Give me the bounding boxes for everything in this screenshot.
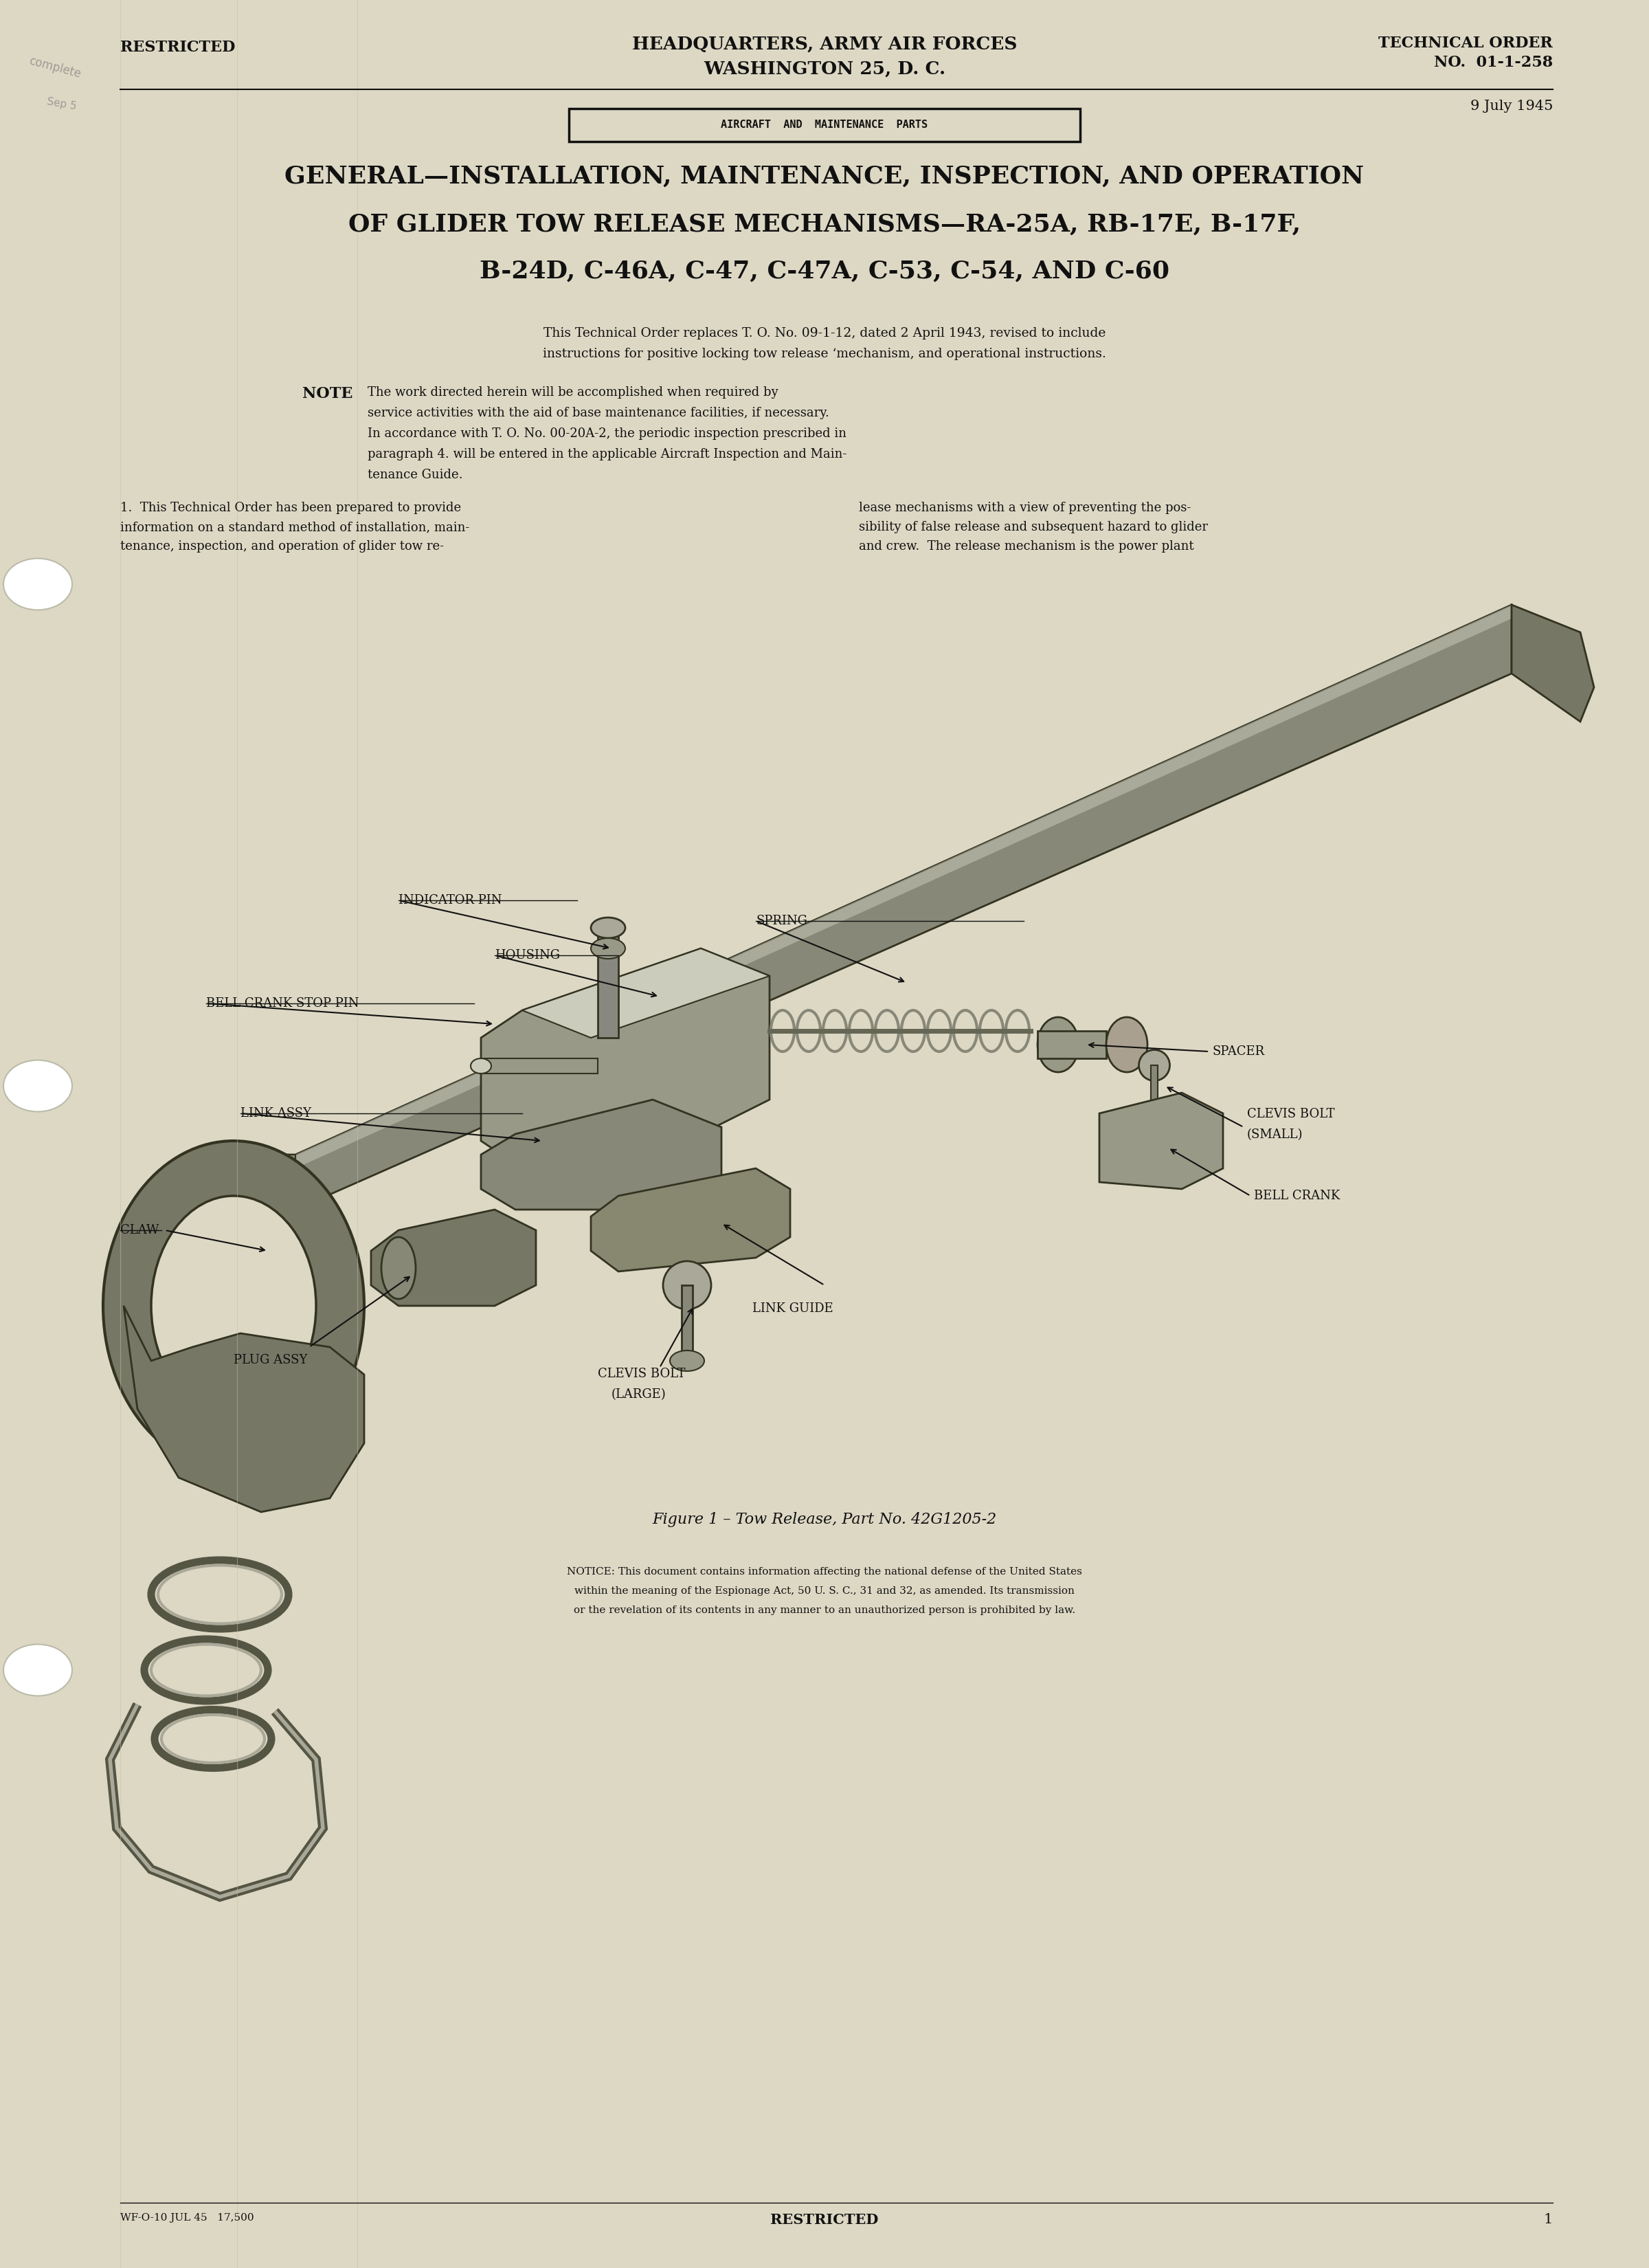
Bar — [681, 1286, 693, 1361]
Text: HOUSING: HOUSING — [495, 948, 561, 962]
Ellipse shape — [3, 1059, 73, 1111]
Text: SPACER: SPACER — [1212, 1046, 1265, 1057]
Polygon shape — [124, 1306, 364, 1513]
Text: information on a standard method of installation, main-: information on a standard method of inst… — [120, 522, 470, 533]
Ellipse shape — [1139, 1050, 1169, 1082]
Bar — [1037, 1032, 1106, 1059]
Text: sibility of false release and subsequent hazard to glider: sibility of false release and subsequent… — [859, 522, 1207, 533]
Polygon shape — [482, 1100, 722, 1209]
Text: Sep 5: Sep 5 — [46, 95, 78, 111]
Ellipse shape — [470, 1059, 491, 1073]
Text: INDICATOR PIN: INDICATOR PIN — [399, 894, 501, 907]
Text: CLAW: CLAW — [120, 1225, 158, 1236]
Bar — [482, 1059, 599, 1073]
Ellipse shape — [1037, 1016, 1078, 1073]
Text: 1.  This Technical Order has been prepared to provide: 1. This Technical Order has been prepare… — [120, 501, 462, 515]
Text: In accordance with T. O. No. 00-20A-2, the periodic inspection prescribed in: In accordance with T. O. No. 00-20A-2, t… — [368, 426, 846, 440]
Text: LINK GUIDE: LINK GUIDE — [752, 1302, 833, 1315]
Text: Figure 1 – Tow Release, Part No. 42G1205-2: Figure 1 – Tow Release, Part No. 42G1205… — [653, 1513, 996, 1526]
Text: tenance Guide.: tenance Guide. — [368, 469, 463, 481]
Text: or the revelation of its contents in any manner to an unauthorized person is pro: or the revelation of its contents in any… — [574, 1606, 1075, 1615]
Text: NOTE: NOTE — [302, 386, 353, 401]
Polygon shape — [261, 606, 1512, 1222]
Text: GENERAL—INSTALLATION, MAINTENANCE, INSPECTION, AND OPERATION: GENERAL—INSTALLATION, MAINTENANCE, INSPE… — [285, 166, 1364, 188]
Text: WASHINGTON 25, D. C.: WASHINGTON 25, D. C. — [704, 61, 945, 77]
Text: CLEVIS BOLT: CLEVIS BOLT — [599, 1368, 686, 1379]
Text: 1: 1 — [1543, 2214, 1553, 2227]
Ellipse shape — [3, 1644, 73, 1696]
Text: BELL CRANK STOP PIN: BELL CRANK STOP PIN — [206, 998, 359, 1009]
Polygon shape — [178, 1154, 295, 1236]
Text: tenance, inspection, and operation of glider tow re-: tenance, inspection, and operation of gl… — [120, 540, 444, 553]
Text: RESTRICTED: RESTRICTED — [120, 41, 236, 54]
Ellipse shape — [590, 939, 625, 959]
Text: 9 July 1945: 9 July 1945 — [1471, 100, 1553, 113]
Text: (SMALL): (SMALL) — [1247, 1129, 1303, 1141]
Ellipse shape — [1106, 1016, 1148, 1073]
Text: instructions for positive locking tow release ‘mechanism, and operational instru: instructions for positive locking tow re… — [543, 347, 1106, 361]
Text: The work directed herein will be accomplished when required by: The work directed herein will be accompl… — [368, 386, 778, 399]
Text: LINK ASSY: LINK ASSY — [241, 1107, 312, 1120]
Polygon shape — [482, 948, 770, 1168]
Text: NO.  01-1-258: NO. 01-1-258 — [1433, 54, 1553, 70]
Text: within the meaning of the Espionage Act, 50 U. S. C., 31 and 32, as amended. Its: within the meaning of the Espionage Act,… — [574, 1585, 1075, 1597]
Ellipse shape — [152, 1195, 317, 1415]
Text: This Technical Order replaces T. O. No. 09-1-12, dated 2 April 1943, revised to : This Technical Order replaces T. O. No. … — [544, 327, 1105, 340]
Polygon shape — [1100, 1093, 1224, 1188]
Text: WF-O-10 JUL 45   17,500: WF-O-10 JUL 45 17,500 — [120, 2214, 254, 2223]
Ellipse shape — [381, 1236, 416, 1300]
Text: OF GLIDER TOW RELEASE MECHANISMS—RA-25A, RB-17E, B-17F,: OF GLIDER TOW RELEASE MECHANISMS—RA-25A,… — [348, 213, 1301, 236]
Text: SPRING: SPRING — [755, 914, 808, 928]
Ellipse shape — [669, 1349, 704, 1372]
Text: TECHNICAL ORDER: TECHNICAL ORDER — [1379, 36, 1553, 50]
Text: (LARGE): (LARGE) — [612, 1388, 666, 1402]
Text: AIRCRAFT  AND  MAINTENANCE  PARTS: AIRCRAFT AND MAINTENANCE PARTS — [721, 120, 928, 129]
Ellipse shape — [3, 558, 73, 610]
Text: and crew.  The release mechanism is the power plant: and crew. The release mechanism is the p… — [859, 540, 1194, 553]
Polygon shape — [371, 1209, 536, 1306]
Bar — [1151, 1066, 1158, 1120]
Ellipse shape — [590, 919, 625, 939]
Text: complete: complete — [28, 54, 82, 82]
Polygon shape — [295, 606, 1512, 1168]
Text: CLEVIS BOLT: CLEVIS BOLT — [1247, 1107, 1334, 1120]
Text: B-24D, C-46A, C-47, C-47A, C-53, C-54, AND C-60: B-24D, C-46A, C-47, C-47A, C-53, C-54, A… — [480, 261, 1169, 284]
Text: HEADQUARTERS, ARMY AIR FORCES: HEADQUARTERS, ARMY AIR FORCES — [632, 36, 1017, 52]
Bar — [599, 928, 618, 1039]
Text: RESTRICTED: RESTRICTED — [770, 2214, 879, 2227]
Text: lease mechanisms with a view of preventing the pos-: lease mechanisms with a view of preventi… — [859, 501, 1191, 515]
Text: paragraph 4. will be entered in the applicable Aircraft Inspection and Main-: paragraph 4. will be entered in the appl… — [368, 449, 846, 460]
Ellipse shape — [663, 1261, 711, 1309]
Text: BELL CRANK: BELL CRANK — [1253, 1191, 1341, 1202]
Text: service activities with the aid of base maintenance facilities, if necessary.: service activities with the aid of base … — [368, 406, 829, 420]
Ellipse shape — [102, 1141, 364, 1470]
Polygon shape — [523, 948, 770, 1039]
Polygon shape — [590, 1168, 790, 1272]
Polygon shape — [1512, 606, 1595, 721]
Text: NOTICE: This document contains information affecting the national defense of the: NOTICE: This document contains informati… — [567, 1567, 1082, 1576]
Text: PLUG ASSY: PLUG ASSY — [234, 1354, 307, 1365]
